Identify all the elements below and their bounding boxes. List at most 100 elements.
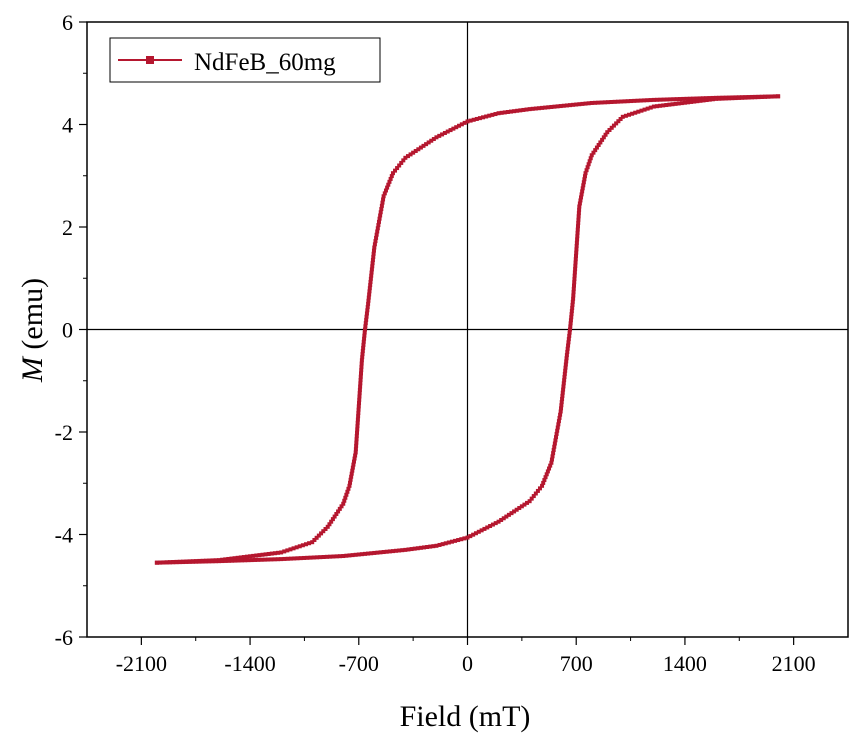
data-point-marker (674, 97, 679, 102)
data-point-marker (642, 107, 647, 112)
data-point-marker (377, 216, 382, 221)
data-point-marker (571, 102, 576, 107)
data-point-marker (583, 171, 588, 176)
data-point-marker (743, 95, 748, 100)
data-point-marker (415, 546, 420, 551)
data-point-marker (241, 555, 246, 560)
data-point-marker (217, 559, 222, 564)
data-point-marker (471, 117, 476, 122)
data-point-marker (565, 346, 570, 351)
data-point-marker (577, 201, 582, 206)
data-point-marker (524, 107, 529, 112)
data-point-marker (235, 555, 240, 560)
data-point-marker (490, 522, 495, 527)
data-point-marker (564, 353, 569, 358)
data-point-marker (512, 509, 517, 514)
data-point-marker (343, 495, 348, 500)
data-point-marker (515, 108, 520, 113)
data-point-marker (300, 543, 305, 548)
data-point-marker (353, 552, 358, 557)
data-point-marker (200, 559, 205, 564)
data-point-marker (361, 339, 366, 344)
data-point-marker (573, 257, 578, 262)
data-point-marker (679, 101, 684, 106)
data-point-marker (310, 540, 315, 545)
data-point-marker (668, 97, 673, 102)
data-point-marker (426, 140, 431, 145)
data-point-marker (591, 150, 596, 155)
data-point-marker (406, 547, 411, 552)
data-point-marker (504, 514, 509, 519)
data-point-marker (371, 254, 376, 259)
data-point-marker (351, 462, 356, 467)
data-point-marker (369, 267, 374, 272)
data-point-marker (555, 104, 560, 109)
data-point-marker (601, 135, 606, 140)
data-point-marker (337, 554, 342, 559)
data-point-marker (359, 368, 364, 373)
data-point-marker (571, 296, 576, 301)
data-point-marker (187, 559, 192, 564)
data-point-marker (177, 560, 182, 565)
data-point-marker (710, 97, 715, 102)
data-point-marker (298, 556, 303, 561)
y-axis-title: M (emu) (16, 278, 49, 383)
data-point-marker (636, 109, 641, 114)
data-point-marker (361, 345, 366, 350)
data-point-marker (648, 98, 653, 103)
data-point-marker (717, 96, 722, 101)
data-point-marker (618, 117, 623, 122)
legend-marker-swatch (146, 56, 154, 64)
data-point-marker (341, 501, 346, 506)
data-point-marker (380, 200, 385, 205)
data-point-marker (579, 195, 584, 200)
data-point-marker (569, 315, 574, 320)
data-point-marker (368, 279, 373, 284)
data-point-marker (564, 103, 569, 108)
data-point-marker (167, 560, 172, 565)
data-point-marker (244, 554, 249, 559)
data-point-marker (370, 261, 375, 266)
data-point-marker (585, 165, 590, 170)
data-point-marker (329, 519, 334, 524)
data-point-marker (555, 428, 560, 433)
data-point-marker (658, 97, 663, 102)
data-point-marker (772, 94, 777, 99)
data-point-marker (476, 529, 481, 534)
data-point-marker (411, 150, 416, 155)
data-point-marker (622, 99, 627, 104)
data-point-marker (578, 198, 583, 203)
data-point-marker (645, 98, 650, 103)
data-point-marker (695, 99, 700, 104)
data-point-marker (651, 97, 656, 102)
data-point-marker (437, 133, 442, 138)
data-point-marker (740, 95, 745, 100)
data-point-marker (482, 526, 487, 531)
data-point-marker (239, 558, 244, 563)
data-point-marker (574, 240, 579, 245)
data-point-marker (537, 486, 542, 491)
data-point-marker (357, 391, 362, 396)
data-point-marker (454, 125, 459, 130)
data-point-marker (418, 145, 423, 150)
data-point-marker (571, 283, 576, 288)
data-point-marker (573, 263, 578, 268)
data-point-marker (542, 478, 547, 483)
data-point-marker (358, 378, 363, 383)
data-point-marker (302, 555, 307, 560)
data-point-marker (346, 486, 351, 491)
data-point-marker (488, 524, 493, 529)
data-point-marker (554, 431, 559, 436)
data-point-marker (654, 104, 659, 109)
data-point-marker (366, 301, 371, 306)
data-point-marker (561, 387, 566, 392)
data-point-marker (325, 524, 330, 529)
data-point-marker (184, 559, 189, 564)
data-point-marker (558, 104, 563, 109)
data-point-marker (442, 130, 447, 135)
data-point-marker (686, 100, 691, 105)
data-point-marker (282, 549, 287, 554)
data-point-marker (697, 96, 702, 101)
data-point-marker (354, 437, 359, 442)
data-point-marker (448, 128, 453, 133)
